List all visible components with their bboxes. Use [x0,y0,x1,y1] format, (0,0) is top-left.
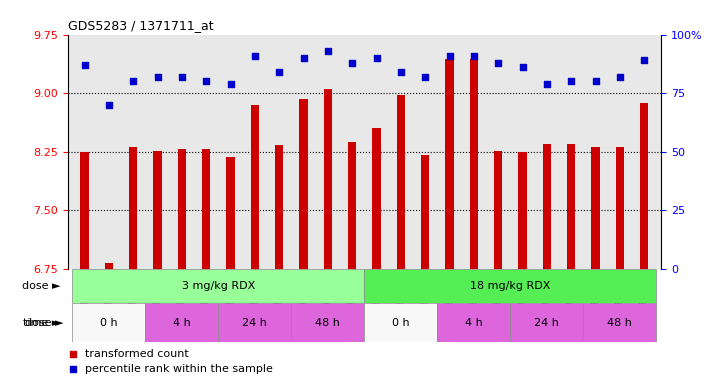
Text: 4 h: 4 h [465,318,483,328]
Bar [105,263,113,269]
Bar [292,303,365,342]
Bar [73,303,146,342]
Text: transformed count: transformed count [85,349,189,359]
Point [176,74,188,80]
Point [541,81,552,87]
Point [225,81,236,87]
Point [419,74,431,80]
Bar [542,144,551,269]
Point [565,78,577,84]
Bar [202,149,210,269]
Bar [348,142,356,269]
Text: 4 h: 4 h [173,318,191,328]
Point [395,69,407,75]
Point [127,78,139,84]
Text: 0 h: 0 h [392,318,410,328]
Bar [640,103,648,269]
Bar [583,303,656,342]
Point [638,57,650,63]
Text: 48 h: 48 h [607,318,632,328]
Point [412,152,424,158]
Text: dose ►: dose ► [26,318,64,328]
Bar [445,59,454,269]
Bar [510,303,583,342]
Bar [129,147,137,269]
Text: 18 mg/kg RDX: 18 mg/kg RDX [470,281,550,291]
Bar [592,147,600,269]
Point [590,78,602,84]
Text: 24 h: 24 h [535,318,560,328]
Point [517,64,528,70]
Bar [397,96,405,269]
Point [322,48,333,54]
Text: dose ►: dose ► [22,281,60,291]
Point [201,78,212,84]
Bar [275,145,284,269]
Bar [226,157,235,269]
Point [371,55,383,61]
Point [346,60,358,66]
Bar [567,144,575,269]
Text: time ►: time ► [23,318,60,328]
Point [444,53,455,59]
Point [468,53,479,59]
Bar [324,89,332,269]
Bar [365,269,656,303]
Point [274,69,285,75]
Bar [178,149,186,269]
Point [412,293,424,299]
Point [152,74,164,80]
Bar [73,269,365,303]
Bar [494,151,503,269]
Point [103,102,114,108]
Point [79,62,90,68]
Bar [251,105,259,269]
Text: GDS5283 / 1371711_at: GDS5283 / 1371711_at [68,19,213,32]
Bar [80,152,89,269]
Point [614,74,626,80]
Bar [365,303,437,342]
Point [493,60,504,66]
Text: 24 h: 24 h [242,318,267,328]
Text: 48 h: 48 h [316,318,341,328]
Bar [437,303,510,342]
Bar [299,99,308,269]
Bar [146,303,218,342]
Bar [421,155,429,269]
Bar [154,151,162,269]
Bar [373,128,381,269]
Bar [616,147,624,269]
Point [250,53,261,59]
Bar [518,152,527,269]
Text: 0 h: 0 h [100,318,118,328]
Point [298,55,309,61]
Text: percentile rank within the sample: percentile rank within the sample [85,364,273,374]
Bar [218,303,292,342]
Text: 3 mg/kg RDX: 3 mg/kg RDX [182,281,255,291]
Bar [470,59,478,269]
